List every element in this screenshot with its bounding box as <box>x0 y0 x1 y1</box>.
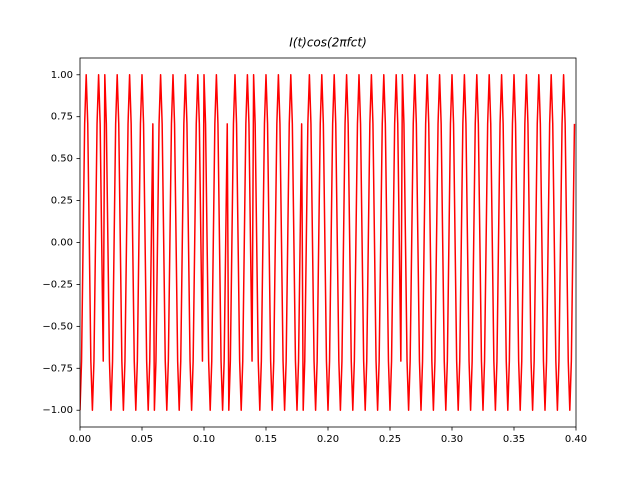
y-tick-label: −0.25 <box>42 279 73 290</box>
x-tick-label: 0.30 <box>441 434 463 445</box>
y-tick-label: 0.25 <box>51 196 73 207</box>
x-tick-label: 0.05 <box>131 434 153 445</box>
x-tick-label: 0.00 <box>69 434 91 445</box>
x-tick-label: 0.15 <box>255 434 277 445</box>
y-tick-label: 0.50 <box>51 154 73 165</box>
y-tick-label: −0.75 <box>42 363 73 374</box>
y-tick-label: −0.50 <box>42 321 73 332</box>
x-tick-label: 0.25 <box>379 434 401 445</box>
y-tick-label: 0.75 <box>51 112 73 123</box>
chart-title: I(t)cos(2πfct) <box>289 36 367 50</box>
x-tick-label: 0.35 <box>503 434 525 445</box>
y-tick-label: 1.00 <box>51 70 73 81</box>
y-tick-label: 0.00 <box>51 238 73 249</box>
x-tick-label: 0.10 <box>193 434 215 445</box>
y-tick-label: −1.00 <box>42 405 73 416</box>
x-tick-label: 0.20 <box>317 434 339 445</box>
x-tick-label: 0.40 <box>565 434 587 445</box>
signal-line <box>80 74 576 411</box>
